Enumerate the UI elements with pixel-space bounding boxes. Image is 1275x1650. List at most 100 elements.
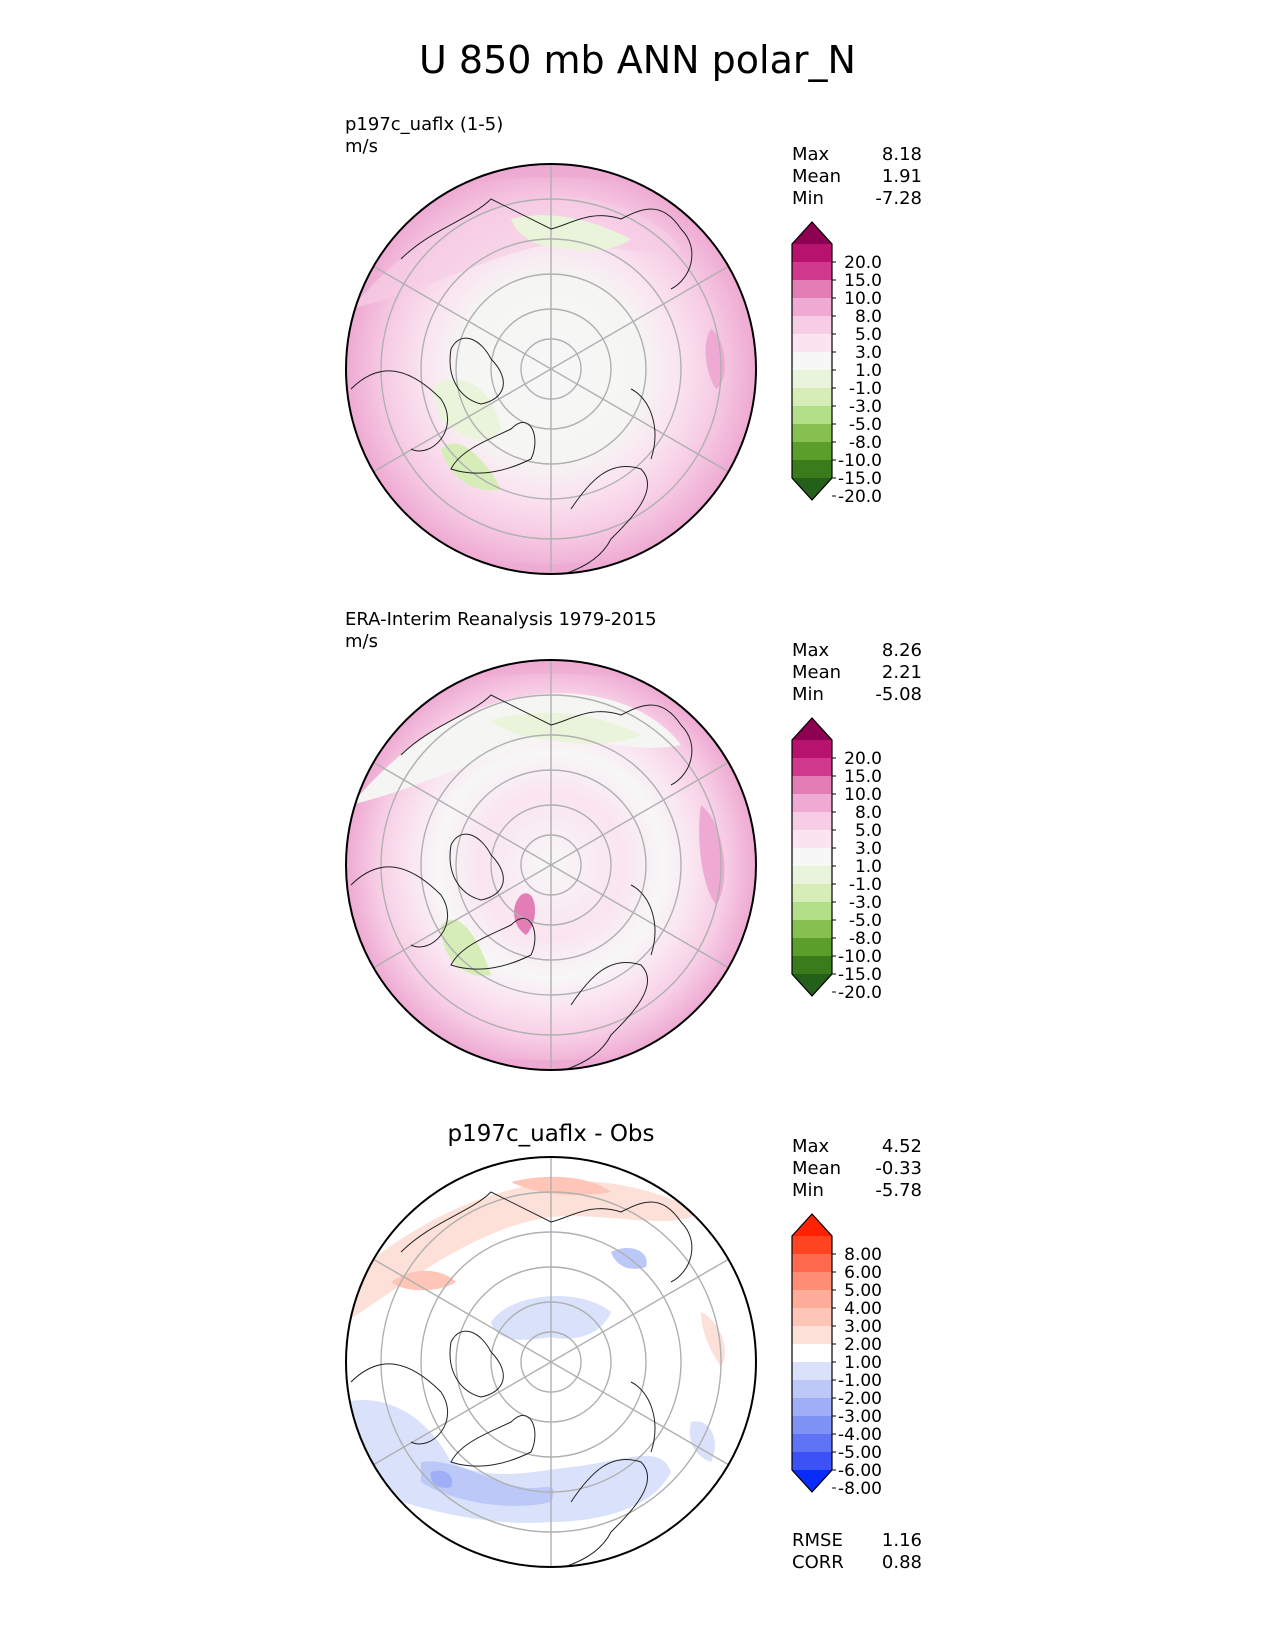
colorbar-extend-max [792,1214,832,1236]
colorbar-tick-label: -2.00 [838,1389,882,1409]
panel-3-min-label: Min [792,1180,824,1201]
panel-3-min-value: -5.78 [875,1180,922,1201]
colorbar-tick-label: -8.0 [849,929,882,949]
colorbar-segment [792,884,832,903]
colorbar-segment [792,1326,832,1345]
panel-3-negative-region [430,1470,453,1488]
panel-1-units: m/s [345,136,378,157]
colorbar-segment [792,1398,832,1417]
panel-2-max-value: 8.26 [881,640,922,661]
colorbar-tick-label: -8.0 [849,433,882,453]
panel-1-label: p197c_uaflx (1-5) m/s [345,114,503,158]
colorbar-tick-label: -5.0 [849,911,882,931]
panel-2-units: m/s [345,631,378,652]
colorbar-segment [792,406,832,425]
panel-3-negative-region [421,1461,554,1506]
colorbar-tick-label: -4.00 [838,1425,882,1445]
colorbar-tick-label: 20.0 [844,253,882,273]
panel-3-graticule [372,1157,730,1567]
colorbar-segment [792,848,832,867]
panel-1-min-label: Min [792,188,824,209]
panel-1-min-value: -7.28 [875,188,922,209]
colorbar-segment [792,1272,832,1291]
colorbar-tick-label: 2.00 [844,1335,882,1355]
panel-2-label: ERA-Interim Reanalysis 1979-2015 m/s [345,609,657,653]
colorbar-tick-label: 5.00 [844,1281,882,1301]
colorbar-segment [792,1434,832,1453]
colorbar-tick-label: 8.0 [855,803,882,823]
colorbar-tick-label: 1.0 [855,857,882,877]
colorbar-segment [792,460,832,479]
colorbar-segment [792,1362,832,1381]
panel-1-max-label: Max [792,144,830,165]
colorbar-tick-label: 6.00 [844,1263,882,1283]
colorbar-segment [792,956,832,975]
colorbar-tick-label: 1.0 [855,361,882,381]
colorbar-tick-label: -6.00 [838,1461,882,1481]
colorbar-tick-label: -10.0 [838,947,882,967]
panel-1-positive-region [351,197,681,309]
colorbar-segment [792,352,832,371]
panel-3-rmse-value: 1.16 [881,1530,922,1551]
colorbar-tick-label: -8.00 [838,1479,882,1499]
colorbar-tick-label: 5.0 [855,325,882,345]
colorbar-segment [792,866,832,885]
colorbar-segment [792,1344,832,1363]
panel-3-negative-region [689,1421,715,1462]
panel-2-graticule [372,660,730,1070]
colorbar-segment [792,424,832,443]
panel-1-polar-map [345,163,757,575]
panel-2-coastlines [350,694,693,1070]
panel-3-mean-value: -0.33 [875,1158,922,1179]
panel-1-mean-value: 1.91 [881,166,922,187]
colorbar-tick-label: 15.0 [844,767,882,787]
panel-3-negative-region [346,1400,671,1523]
panel-3-title: p197c_uaflx - Obs [447,1121,655,1147]
colorbar-segment [792,1254,832,1273]
panel-3-corr-value: 0.88 [881,1552,922,1573]
colorbar-segment [792,1290,832,1309]
colorbar-tick-label: 3.0 [855,343,882,363]
colorbar-segment [792,1380,832,1399]
panel-2-min-value: -5.08 [875,684,922,705]
colorbar-extend-max [792,222,832,244]
panel-2-negative-region [491,712,641,744]
panel-2-case-name: ERA-Interim Reanalysis 1979-2015 [345,609,657,630]
panel-2-positive-region [699,805,725,905]
colorbar-segment [792,316,832,335]
colorbar-tick-label: -20.0 [838,487,882,507]
colorbar-tick-label: 5.0 [855,821,882,841]
colorbar-segment [792,244,832,263]
panel-3-map-boundary [345,1156,757,1568]
colorbar-segment [792,1416,832,1435]
colorbar-segment [792,334,832,353]
figure-title: U 850 mb ANN polar_N [419,38,856,82]
panel-3-rmse-label: RMSE [792,1530,843,1551]
colorbar-tick-label: -10.0 [838,451,882,471]
panel-1-negative-region [441,443,501,491]
colorbar-segment [792,388,832,407]
colorbar-tick-label: 15.0 [844,271,882,291]
colorbar-segment [792,920,832,939]
colorbar-segment [792,280,832,299]
colorbar-tick-label: 10.0 [844,289,882,309]
panel-3-positive-region [511,1176,611,1195]
colorbar-tick-label: 1.00 [844,1353,882,1373]
colorbar-extend-min [792,974,832,996]
panel-3-polar-map [345,1156,757,1568]
panel-2-mean-label: Mean [792,662,842,683]
colorbar-tick-label: 8.0 [855,307,882,327]
colorbar-tick-label: 3.00 [844,1317,882,1337]
panel-1-stats: Max 8.18 Mean 1.91 Min -7.28 [792,144,922,210]
colorbar-tick-label: 4.00 [844,1299,882,1319]
panel-3-mean-label: Mean [792,1158,842,1179]
colorbar-segment [792,1308,832,1327]
colorbar-tick-label: 3.0 [855,839,882,859]
panel-3-positive-region [346,1181,701,1322]
panel-1-case-name: p197c_uaflx (1-5) [345,114,504,135]
panel-1-mean-label: Mean [792,166,842,187]
panel-3-stats: Max 4.52 Mean -0.33 Min -5.78 [792,1136,922,1202]
colorbar-tick-label: -1.00 [838,1371,882,1391]
panel-1-map-boundary [345,163,757,575]
panel-2-min-label: Min [792,684,824,705]
